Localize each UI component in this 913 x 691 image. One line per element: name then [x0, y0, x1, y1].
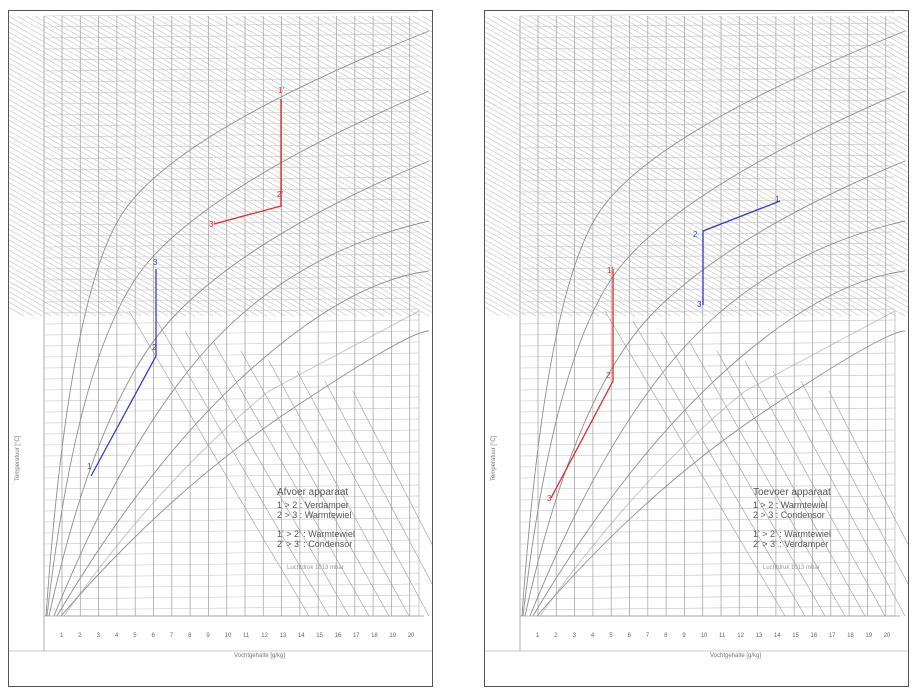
- point-label-red-a: 3': [209, 220, 215, 229]
- x-tick-label: 15: [792, 633, 799, 639]
- legend-left: Afvoer apparaat 1 > 2 : Verdamper 2 > 3 …: [277, 488, 355, 573]
- point-label-red-c: 1': [607, 266, 613, 275]
- legend-footer: Luchtdruk 1013 mbar: [287, 565, 344, 571]
- legend-line: 2' > 3' : Condensor: [277, 539, 353, 549]
- x-tick-label: 9: [682, 633, 686, 639]
- x-tick-label: 15: [316, 633, 323, 639]
- x-axis-title: Vochtgehalte [g/kg]: [710, 653, 761, 659]
- point-label-blue-b: 2: [693, 230, 698, 239]
- x-tick-label: 8: [188, 633, 192, 639]
- process-line-red: [213, 99, 282, 225]
- legend-line: 1' > 2' : Warmtewiel: [277, 529, 355, 539]
- x-tick-label: 8: [664, 633, 668, 639]
- x-tick-label: 3: [573, 633, 577, 639]
- x-tick-label: 2: [78, 633, 82, 639]
- point-label-red-c: 1': [278, 86, 284, 95]
- x-tick-label: 18: [847, 633, 854, 639]
- point-label-blue-a: 3: [697, 300, 702, 309]
- x-tick-label: 14: [774, 633, 781, 639]
- x-tick-label: 3: [97, 633, 101, 639]
- process-line-blue: [90, 269, 157, 477]
- x-tick-label: 18: [371, 633, 378, 639]
- x-tick-label: 17: [829, 633, 836, 639]
- chart-grid-right: 1 2 3 4 5 6 7 8 9 10 11 12 13 14 15 16 17 18 19 20Vochtgeha…: [485, 11, 908, 659]
- x-tick-label: 6: [152, 633, 156, 639]
- x-tick-label: 12: [737, 633, 744, 639]
- legend-line: 1 > 2 : Warmtewiel: [753, 500, 828, 510]
- point-label-red-b: 2': [606, 371, 612, 380]
- grid-lines: 1 2 3 4 5 6 7 8 9 10 11 12 13 14 15 16 17 18 19 20Vochtgeha…: [485, 11, 908, 659]
- x-tick-label: 6: [628, 633, 632, 639]
- x-tick-label: 19: [865, 633, 872, 639]
- x-tick-label: 16: [811, 633, 818, 639]
- process-overlay-right: 3' 2' 1' 3 2 1: [547, 195, 781, 503]
- point-label-blue-a: 1: [87, 462, 92, 471]
- x-tick-label: 10: [225, 633, 232, 639]
- legend-title: Toevoer apparaat: [753, 487, 831, 498]
- legend-line: 1 > 2 : Verdamper: [277, 500, 349, 510]
- x-tick-label: 20: [408, 633, 415, 639]
- mollier-chart-right: 1 2 3 4 5 6 7 8 9 10 11 12 13 14 15 16 17 18 19 20 Vochtgeha…: [484, 10, 909, 687]
- x-tick-label: 11: [719, 633, 726, 639]
- x-tick-label: 9: [206, 633, 210, 639]
- x-tick-label: 5: [133, 633, 137, 639]
- x-tick-label: 16: [335, 633, 342, 639]
- x-tick-label: 13: [280, 633, 287, 639]
- process-line-blue: [702, 200, 781, 305]
- process-line-red: [550, 269, 614, 499]
- x-tick-label: 1: [60, 633, 64, 639]
- x-tick-label: 17: [353, 633, 360, 639]
- legend-line: 2' > 3' : Verdamper: [753, 539, 829, 549]
- grid-lines: 1 2 3 4 5 6 7 8 9 10 11 12 13 14 15 16 17 18 19 20Vochtgeha…: [9, 11, 432, 659]
- x-tick-label: 7: [646, 633, 650, 639]
- x-tick-label: 7: [170, 633, 174, 639]
- x-axis-title: Vochtgehalte [g/kg]: [234, 653, 285, 659]
- point-label-blue-c: 3: [153, 258, 158, 267]
- x-tick-label: 13: [756, 633, 763, 639]
- point-label-red-b: 2': [277, 190, 283, 199]
- x-tick-label: 4: [115, 633, 119, 639]
- point-label-blue-b: 2: [152, 343, 157, 352]
- legend-right: Toevoer apparaat 1 > 2 : Warmtewiel 2 > …: [753, 488, 831, 573]
- chart-grid-left: 1 2 3 4 5 6 7 8 9 10 11 12 13 14 15 16 17 18 19 20Vochtgeha…: [9, 11, 432, 659]
- x-tick-label: 4: [591, 633, 595, 639]
- y-axis-title: Temperatuur [°C]: [491, 435, 497, 481]
- x-tick-label: 20: [884, 633, 891, 639]
- y-axis-title: Temperatuur [°C]: [15, 435, 21, 481]
- legend-footer: Luchtdruk 1013 mbar: [763, 565, 820, 571]
- x-tick-label: 19: [389, 633, 396, 639]
- point-label-blue-c: 1: [775, 195, 780, 204]
- x-tick-label: 2: [554, 633, 558, 639]
- mollier-chart-left: 1 2 3 4 5 6 7 8 9 10 11 12 13 14 15 16 17 18 19 20 Vochtgeha…: [8, 10, 433, 687]
- x-tick-label: 12: [261, 633, 268, 639]
- x-tick-label: 1: [536, 633, 540, 639]
- x-tick-label: 5: [609, 633, 613, 639]
- legend-line: 2 > 3 : Warmtewiel: [277, 510, 352, 520]
- point-label-red-a: 3': [547, 494, 553, 503]
- legend-title: Afvoer apparaat: [277, 487, 349, 498]
- process-overlay-left: 3' 2' 1' 1 2 3: [87, 86, 284, 477]
- legend-line: 1' > 2' : Warmtewiel: [753, 529, 831, 539]
- x-tick-label: 11: [243, 633, 250, 639]
- x-tick-label: 10: [701, 633, 708, 639]
- legend-line: 2 > 3 : Condensor: [753, 510, 825, 520]
- x-tick-label: 14: [298, 633, 305, 639]
